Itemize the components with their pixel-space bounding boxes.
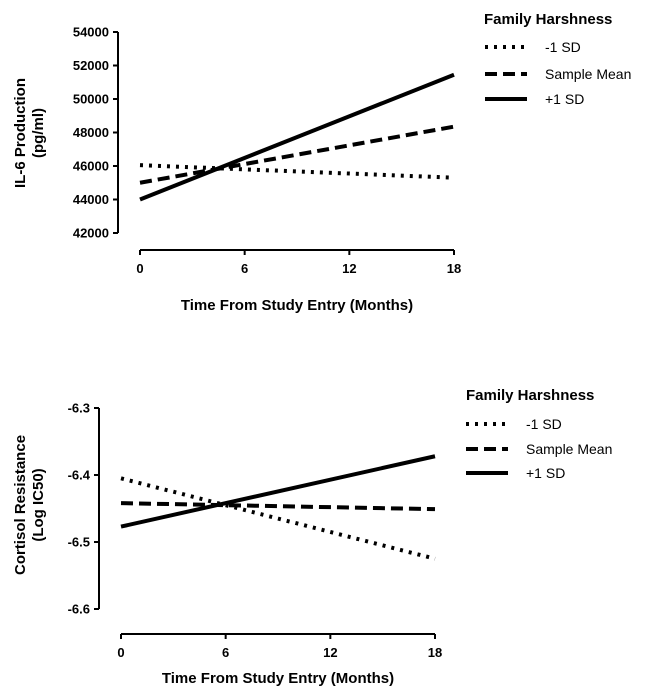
legend-label: -1 SD	[526, 416, 562, 432]
y-tick-label: 54000	[73, 25, 109, 40]
y-tick-label: 44000	[73, 192, 109, 207]
x-tick-label: 0	[117, 645, 124, 660]
legend-label: Sample Mean	[545, 66, 631, 82]
y-tick-label: -6.5	[68, 535, 90, 550]
y-axis-title-line: Cortisol Resistance	[12, 435, 29, 575]
x-tick-label: 0	[136, 261, 143, 276]
y-tick-label: 52000	[73, 58, 109, 73]
x-tick-label: 18	[447, 261, 461, 276]
series-line-1-sd	[139, 72, 455, 202]
x-tick-label: 12	[323, 645, 337, 660]
series-line-1-sd	[120, 476, 436, 561]
x-tick-label: 18	[428, 645, 442, 660]
legend-title: Family Harshness	[484, 11, 612, 28]
series-line-sample-mean	[120, 501, 436, 512]
legend: Family Harshness -1 SD Sample Mean +1 SD	[484, 11, 631, 107]
series-line-1-sd	[139, 163, 455, 180]
y-axis-title: IL-6 Production(pg/ml)	[12, 78, 47, 188]
chart-1: 42000 44000 46000 48000 50000 52000 54000 0 6 12 1…	[12, 11, 631, 314]
legend-label: +1 SD	[526, 465, 565, 481]
y-axis-title: Cortisol Resistance(Log IC50)	[12, 435, 47, 575]
x-tick-label: 6	[222, 645, 229, 660]
legend-label: Sample Mean	[526, 441, 612, 457]
legend: Family Harshness -1 SD Sample Mean +1 SD	[466, 387, 612, 481]
y-tick-label: -6.4	[68, 468, 91, 483]
y-axis-title-line: IL-6 Production	[12, 78, 29, 188]
series-line-1-sd	[120, 454, 436, 529]
y-tick-label: 48000	[73, 125, 109, 140]
y-tick-label: 42000	[73, 226, 109, 241]
x-tick-label: 6	[241, 261, 248, 276]
y-tick-label: -6.6	[68, 602, 90, 617]
y-tick-label: 50000	[73, 92, 109, 107]
y-axis-title-line: (Log IC50)	[30, 468, 47, 541]
x-tick-label: 12	[342, 261, 356, 276]
y-tick-label: -6.3	[68, 401, 90, 416]
x-axis-title: Time From Study Entry (Months)	[162, 670, 394, 687]
legend-label: -1 SD	[545, 39, 581, 55]
x-axis-title: Time From Study Entry (Months)	[181, 297, 413, 314]
legend-title: Family Harshness	[466, 387, 594, 404]
y-axis-title-line: (pg/ml)	[30, 108, 47, 158]
chart-2: -6.6 -6.5 -6.4 -6.3 0 6 12 18 Time From Study En…	[12, 387, 612, 687]
y-tick-label: 46000	[73, 159, 109, 174]
legend-label: +1 SD	[545, 91, 584, 107]
